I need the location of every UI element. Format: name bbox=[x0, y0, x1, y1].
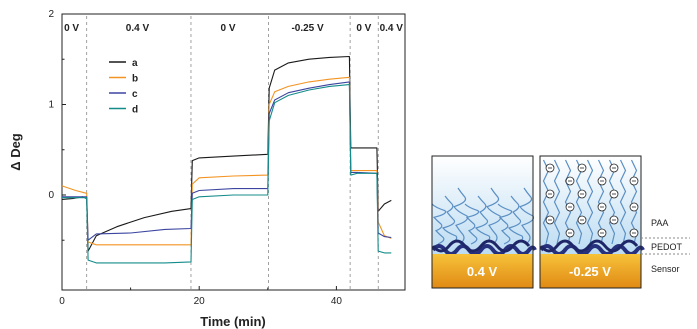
right-voltage-label: -0.25 V bbox=[569, 264, 611, 279]
x-tick-label: 20 bbox=[194, 296, 206, 307]
sensor-right bbox=[540, 254, 641, 288]
polymer-brush bbox=[486, 187, 502, 245]
plot-area: 0 V 0.4 V 0 V -0.25 V 0 V 0.4 V 0 1 2 0 20 40 abc… bbox=[8, 9, 406, 329]
series-line-d bbox=[62, 84, 392, 264]
polymer-brush bbox=[441, 195, 458, 245]
polymer-brush bbox=[431, 203, 447, 245]
series-line-b bbox=[61, 76, 392, 246]
x-tick-label: 40 bbox=[331, 296, 343, 307]
panel-right-frame bbox=[539, 155, 642, 289]
legend-label: a bbox=[132, 58, 138, 69]
y-tick-label: 1 bbox=[48, 99, 54, 110]
y-axis: 0 1 2 bbox=[48, 9, 66, 241]
electrode-schematic: 0.4 V -0.25 V PAA PEDOT Sensor bbox=[431, 155, 690, 289]
anions bbox=[545, 163, 639, 238]
left-voltage-label: 0.4 V bbox=[467, 264, 498, 279]
polymer-brush bbox=[464, 203, 480, 245]
series-group bbox=[61, 55, 392, 264]
sensor-left bbox=[432, 254, 533, 288]
potential-labels: 0 V 0.4 V 0 V -0.25 V 0 V 0.4 V bbox=[64, 23, 403, 34]
y-tick-label: 0 bbox=[48, 190, 54, 201]
potential-label: 0 V bbox=[64, 23, 79, 34]
legend-label: b bbox=[132, 74, 138, 85]
plot-frame bbox=[61, 13, 406, 291]
series-line-c bbox=[62, 81, 392, 241]
layer-label-sensor: Sensor bbox=[651, 264, 680, 274]
pedot-layer-left-2 bbox=[431, 239, 531, 253]
potential-label: 0 V bbox=[221, 23, 236, 34]
potential-label: 0 V bbox=[356, 23, 371, 34]
layer-label-paa: PAA bbox=[651, 218, 668, 228]
x-axis-label: Time (min) bbox=[200, 314, 266, 329]
polymer-brush bbox=[453, 187, 469, 245]
legend-label: c bbox=[132, 89, 138, 100]
panel-positive: 0.4 V bbox=[431, 155, 537, 289]
polymer-brush bbox=[575, 159, 583, 245]
electrolyte-left bbox=[432, 156, 533, 254]
polymer-brush bbox=[507, 195, 524, 245]
polymer-brush bbox=[474, 195, 491, 245]
polymer-brush bbox=[619, 159, 627, 245]
y-axis-label: Δ Deg bbox=[8, 133, 23, 171]
pedot-layer-right-2 bbox=[539, 239, 639, 253]
polymer-brush bbox=[542, 159, 550, 245]
potential-label: -0.25 V bbox=[291, 23, 324, 34]
potential-label: 0.4 V bbox=[380, 23, 404, 34]
x-tick-label: 0 bbox=[59, 296, 65, 307]
panel-left-frame bbox=[431, 155, 534, 289]
layer-label-pedot: PEDOT bbox=[651, 242, 683, 252]
series-line-a bbox=[61, 55, 392, 252]
polymer-brush bbox=[608, 159, 616, 245]
polymer-brush bbox=[497, 203, 513, 245]
potential-label: 0.4 V bbox=[126, 23, 150, 34]
panel-negative: -0.25 V bbox=[539, 155, 645, 289]
x-axis: 0 20 40 bbox=[59, 286, 342, 307]
y-tick-label: 2 bbox=[48, 9, 54, 20]
legend-label: d bbox=[132, 105, 138, 116]
polymer-brush bbox=[586, 159, 594, 245]
polymer-brush bbox=[553, 159, 561, 245]
